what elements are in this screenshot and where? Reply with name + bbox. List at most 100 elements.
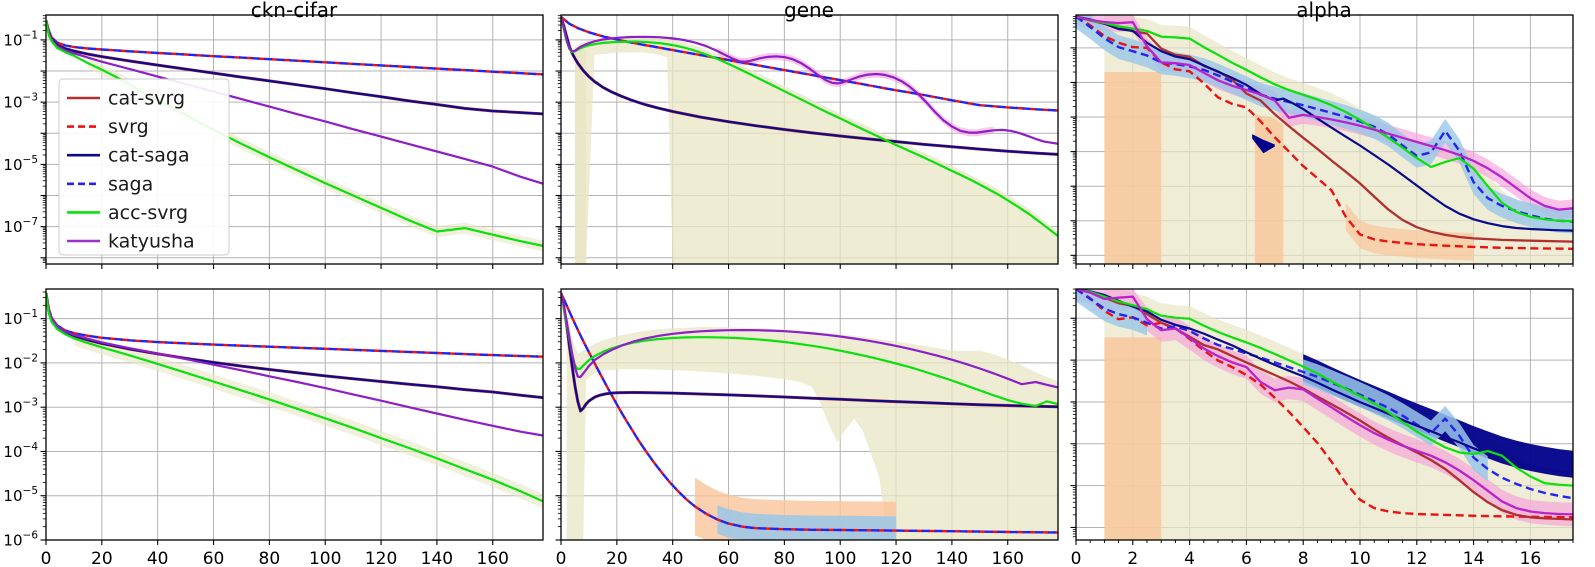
y-tick-label: 10−5 [3,485,38,505]
series-svrg [561,15,1058,112]
plot-area [561,15,1058,264]
series-katyusha [1076,289,1573,516]
x-tick-label: 100 [824,549,856,567]
series-cat-saga [46,20,543,115]
series-cat-saga [1076,289,1573,475]
band-svrg-3 [1345,203,1474,261]
y-tick-label: 10−1 [3,308,38,328]
plot-area [561,292,1058,540]
x-axis [1075,264,1574,269]
x-tick-label: 60 [203,549,225,567]
band-saga-2 [717,505,897,540]
band-vert-1 [1104,72,1162,264]
legend-label: svrg [108,116,149,138]
subplot-gene-top [555,14,1059,269]
x-tick-label: 0 [41,549,52,567]
x-tick-label: 140 [421,549,453,567]
x-tick-label: 40 [147,549,169,567]
subplot-alpha-bottom: 0 2 4 6 8 10 12 14 16 [1070,288,1574,567]
x-tick-label: 6 [1241,549,1252,567]
subplot-gene-bottom: 0 20 40 60 80 100 120 140 160 [555,288,1059,567]
axes-spine [45,288,544,541]
series-cat-saga [1076,15,1573,232]
y-axis [555,291,561,541]
legend-label: cat-saga [108,145,190,167]
y-tick-label: 10−3 [3,397,38,417]
x-tick-label: 2 [1127,549,1138,567]
series-cat-saga [561,292,1058,413]
axes-spine [45,14,544,265]
x-tick-label: 160 [992,549,1024,567]
y-tick-label: 10−6 [3,530,38,550]
plot-area [1076,289,1573,540]
series-acc-svrg [1076,289,1573,487]
y-tick-label: 10−7 [3,216,38,236]
series-acc-svrg [1076,15,1573,223]
x-axis: 0 20 40 60 80 100 120 140 160 [556,540,1024,567]
plot-area [46,292,543,509]
y-tick-label: 10−5 [3,154,38,174]
series-katyusha [561,292,1058,389]
legend-entry-cat-svrg: cat-svrg [67,88,185,110]
x-tick-label: 12 [1406,549,1428,567]
x-axis [560,264,1009,269]
y-tick-label: 10−2 [3,352,38,372]
y-tick-label: 10−1 [3,29,38,49]
series-svrg [1076,15,1573,250]
x-axis: 0 20 40 60 80 100 120 140 160 [41,540,509,567]
series-acc-svrg [561,16,1058,237]
x-tick-label: 0 [556,549,567,567]
legend-label: katyusha [108,231,195,253]
series-acc-svrg [46,292,543,503]
band-explicit-2 [1254,114,1284,264]
grid [46,289,543,540]
series-cat-saga [561,16,1058,156]
axes-spine [1075,14,1574,265]
y-axis [1070,288,1076,538]
axes-spine [560,14,1059,265]
x-tick-label: 100 [309,549,341,567]
band-explicit-6 [1252,134,1275,154]
legend-entry-saga: saga [67,173,153,195]
legend-entry-katyusha: katyusha [67,231,195,253]
y-tick-label: 10−4 [3,441,38,461]
series-cat-svrg [1076,15,1573,243]
x-tick-label: 40 [662,549,684,567]
x-axis [45,264,494,269]
y-axis [1070,16,1076,264]
series-katyusha [46,292,543,437]
legend-entry-cat-saga: cat-saga [67,145,190,167]
subplot-ckn-cifar-bottom: 0 20 40 60 80 100 120 140 16010−110−210−310−410−… [3,288,544,567]
band-vert-1 [1104,337,1162,540]
series-katyusha [1076,15,1573,211]
y-axis: 10−1 10−3 10−5 10−7 [3,15,46,263]
legend-label: saga [108,173,153,195]
x-tick-label: 4 [1184,549,1195,567]
chart-title-alpha: alpha [1296,0,1352,22]
x-tick-label: 120 [880,549,912,567]
y-axis: 10−1 10−2 10−3 10−4 10−5 10−6 [3,291,46,550]
x-tick-label: 80 [774,549,796,567]
x-axis: 0 2 4 6 8 10 12 14 16 [1071,540,1574,567]
legend-entry-acc-svrg: acc-svrg [67,202,188,224]
series-saga [46,292,543,358]
legend-box [58,78,230,256]
legend-label: cat-svrg [108,88,185,110]
x-tick-label: 20 [91,549,113,567]
x-tick-label: 80 [259,549,281,567]
chart-title-gene: gene [784,0,834,22]
series-saga [46,20,543,76]
plot-area [1076,15,1573,264]
legend: cat-svrg svrg cat-saga saga acc-svrg katyusha [58,78,230,256]
x-tick-label: 14 [1463,549,1485,567]
x-tick-label: 20 [606,549,628,567]
x-tick-label: 120 [365,549,397,567]
series-saga [561,15,1058,112]
series-katyusha [561,16,1058,145]
x-tick-label: 160 [477,549,509,567]
series-svrg [1076,289,1573,519]
x-tick-label: 60 [718,549,740,567]
band-acc-svrg-0 [87,57,543,252]
